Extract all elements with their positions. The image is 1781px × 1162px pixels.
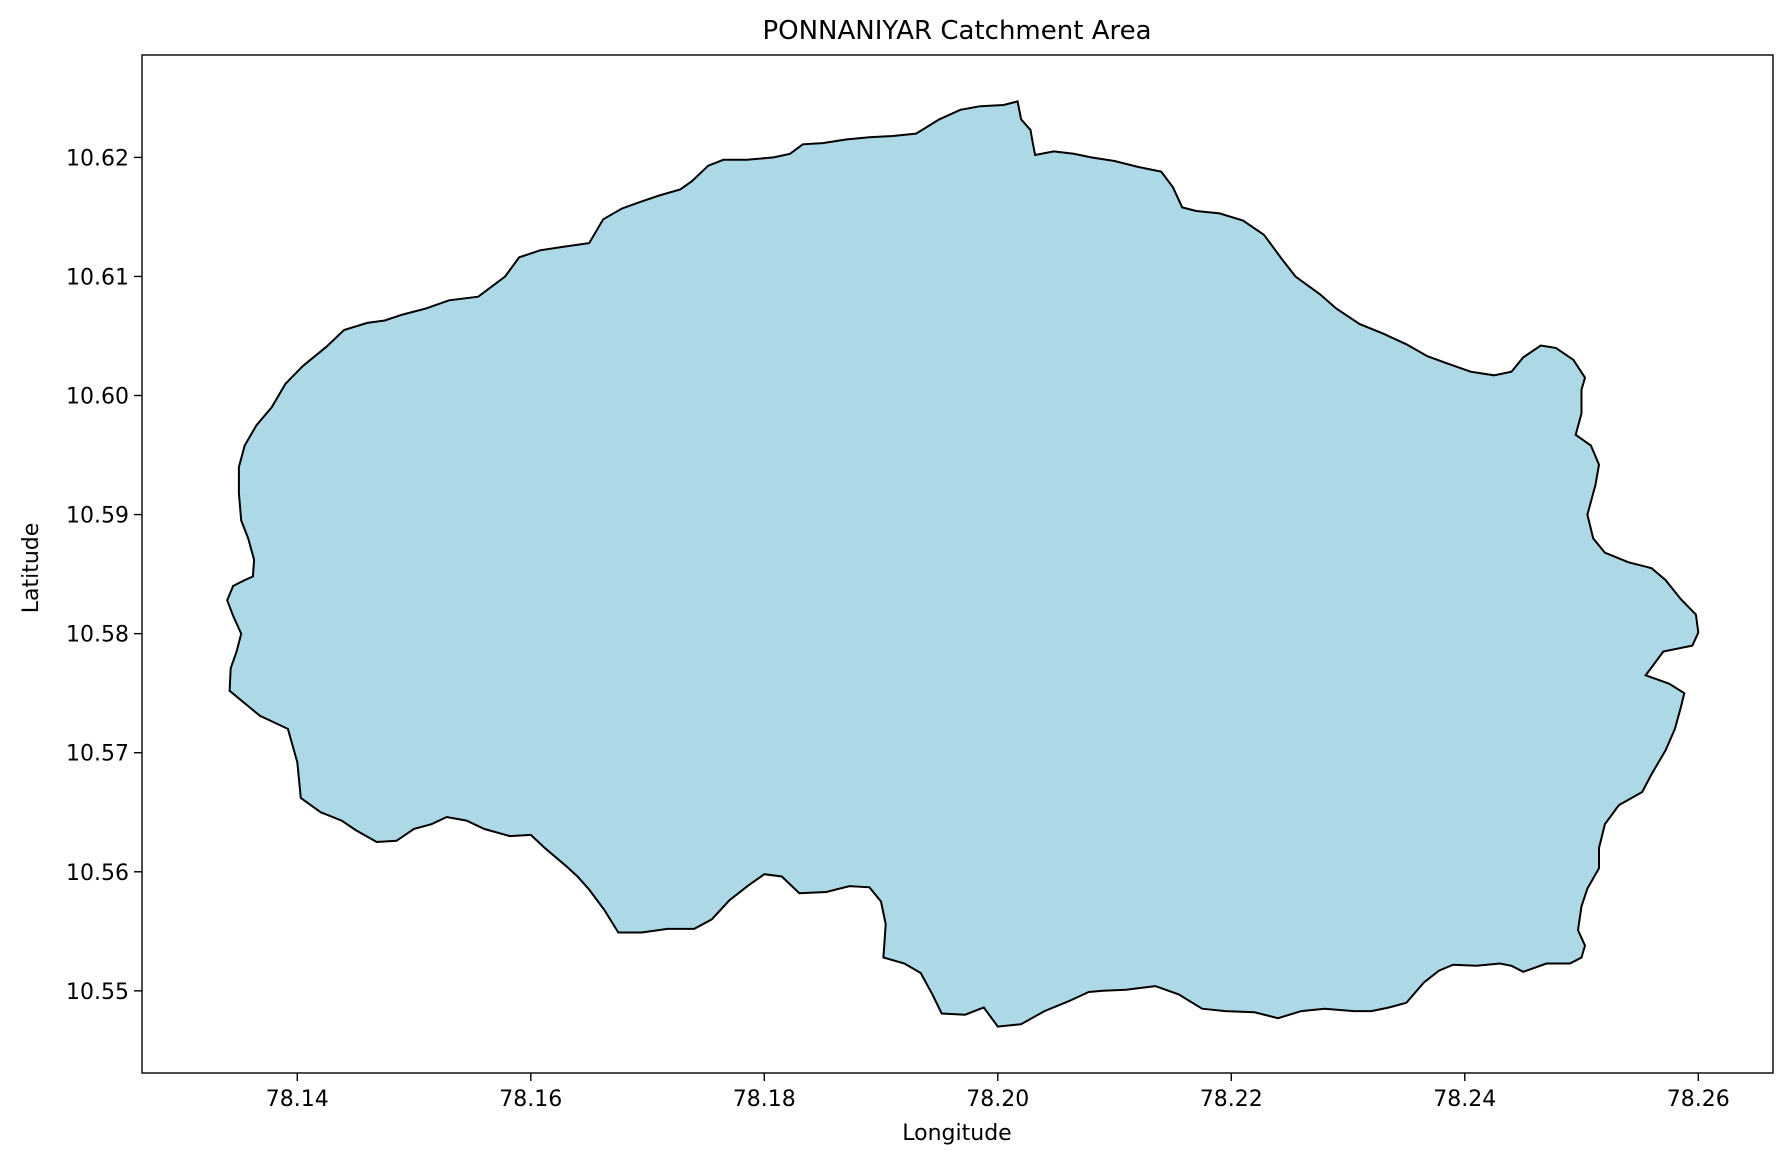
y-tick-label: 10.59 [66, 504, 129, 529]
x-tick-label: 78.18 [733, 1087, 796, 1112]
x-tick-label: 78.16 [499, 1087, 562, 1112]
plot-area [226, 100, 1700, 1028]
y-tick-label: 10.58 [66, 623, 129, 648]
y-tick-label: 10.62 [66, 146, 129, 171]
x-axis: 78.14 78.16 78.18 78.20 78.22 78.24 78.26 [266, 1073, 1730, 1112]
y-axis: 10.55 10.56 10.57 10.58 10.59 10.60 10.61 10.62 [66, 146, 142, 1005]
catchment-polygon [226, 100, 1700, 1028]
x-axis-label: Longitude [902, 1121, 1011, 1146]
chart-title: PONNANIYAR Catchment Area [762, 16, 1151, 46]
axes-frame [141, 54, 1774, 1074]
y-tick-label: 10.57 [66, 742, 129, 767]
y-tick-label: 10.60 [66, 385, 129, 410]
x-tick-label: 78.26 [1667, 1087, 1730, 1112]
y-axis-label: Latitude [19, 523, 44, 614]
x-tick-label: 78.24 [1433, 1087, 1496, 1112]
x-tick-label: 78.20 [966, 1087, 1029, 1112]
y-tick-label: 10.61 [66, 265, 129, 290]
x-tick-label: 78.14 [266, 1087, 329, 1112]
x-tick-label: 78.22 [1200, 1087, 1263, 1112]
y-tick-label: 10.55 [66, 980, 129, 1005]
y-tick-label: 10.56 [66, 861, 129, 886]
